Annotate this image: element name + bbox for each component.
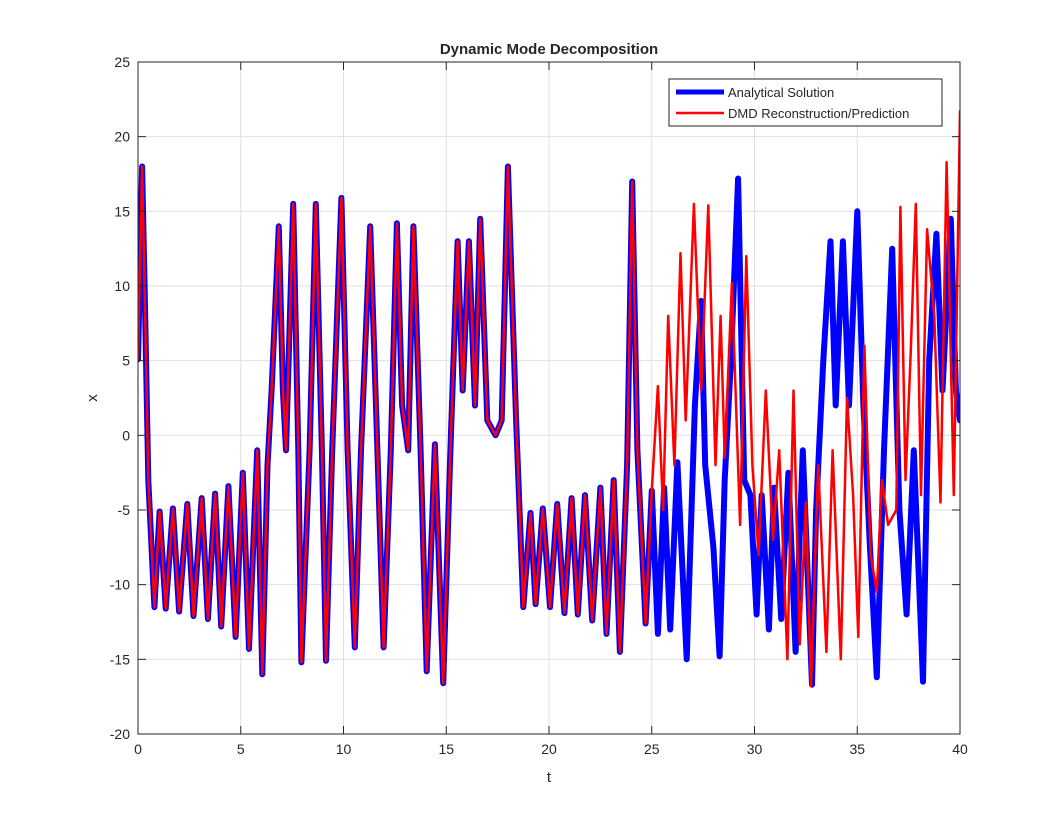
y-tick-label: 5: [122, 353, 130, 369]
x-tick-label: 5: [237, 741, 245, 757]
series-line-dmd: [138, 110, 960, 688]
legend-label-dmd: DMD Reconstruction/Prediction: [728, 106, 909, 121]
y-axis-label: x: [84, 394, 101, 402]
x-tick-label: 25: [644, 741, 660, 757]
x-tick-label: 30: [747, 741, 763, 757]
tick-marks: [137, 61, 961, 735]
legend: Analytical Solution DMD Reconstruction/P…: [668, 78, 943, 127]
x-tick-label: 10: [336, 741, 352, 757]
x-axis-label: t: [547, 769, 552, 786]
y-tick-label: -15: [110, 651, 130, 667]
legend-label-analytical: Analytical Solution: [728, 85, 834, 100]
y-tick-label: 10: [114, 278, 130, 294]
x-tick-label: 20: [541, 741, 557, 757]
chart-title: Dynamic Mode Decomposition: [440, 41, 658, 58]
y-tick-label: -10: [110, 577, 130, 593]
y-tick-label: 20: [114, 129, 130, 145]
tick-labels: 0 5 10 15 20 25 30 35 40 -20 -15 -10 -5 0 5 10 15 20 25: [110, 54, 968, 757]
x-tick-label: 35: [849, 741, 865, 757]
y-tick-label: -20: [110, 726, 130, 742]
series-layer: [138, 110, 960, 688]
y-tick-label: -5: [118, 502, 131, 518]
x-tick-label: 0: [134, 741, 142, 757]
x-tick-label: 15: [438, 741, 454, 757]
y-tick-label: 25: [114, 54, 130, 70]
x-tick-label: 40: [952, 741, 968, 757]
y-tick-label: 15: [114, 203, 130, 219]
legend-box: [668, 78, 943, 127]
y-tick-label: 0: [122, 427, 130, 443]
